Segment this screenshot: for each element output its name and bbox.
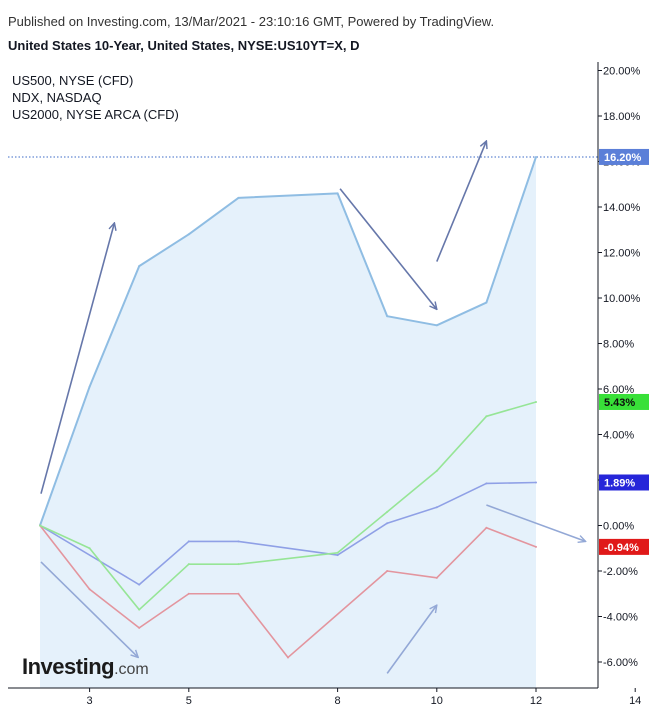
x-tick-label: 5: [186, 695, 192, 707]
last-value-badge-us10y: [599, 148, 649, 165]
data-point-us10y-5: [336, 192, 339, 195]
data-point-ndx-5: [287, 656, 289, 659]
data-point-us2000-1: [88, 547, 91, 550]
y-tick-label: 10.00%: [603, 293, 641, 305]
data-point-us500-5: [386, 522, 389, 525]
data-point-us2000-7: [435, 469, 438, 472]
y-tick-label: -2.00%: [603, 566, 638, 578]
annotation-arrow-0: [40, 223, 114, 494]
investing-logo: Investing.com: [22, 654, 149, 680]
last-value-badge-ndx: [599, 538, 649, 555]
data-point-us10y-6: [386, 315, 389, 318]
data-point-us500-8: [535, 481, 537, 484]
logo-suffix: .com: [114, 661, 149, 678]
last-value-label-us10y: 16.20%: [604, 152, 642, 164]
data-point-us500-3: [237, 540, 240, 543]
series-line-us10y: [39, 156, 537, 526]
last-value-label-ndx: -0.94%: [604, 542, 639, 554]
data-point-us10y-4: [237, 196, 240, 199]
data-point-us2000-9: [535, 400, 537, 403]
data-point-ndx-7: [435, 576, 438, 579]
data-point-us2000-0: [39, 524, 41, 527]
data-point-us2000-5: [336, 551, 339, 554]
data-point-ndx-9: [535, 545, 537, 548]
data-point-us10y-1: [88, 385, 91, 388]
y-tick-label: 6.00%: [603, 384, 634, 396]
y-tick-label: 0.00%: [603, 521, 634, 533]
x-tick-label: 8: [335, 695, 341, 707]
y-tick-label: -4.00%: [603, 612, 638, 624]
annotation-arrows-layer: [40, 141, 586, 674]
legend-item-us2000: US2000, NYSE ARCA (CFD): [12, 107, 179, 122]
data-point-us500-2: [187, 540, 190, 543]
y-tick-label: 18.00%: [603, 111, 641, 123]
annotation-arrow-5: [486, 504, 585, 541]
annotation-arrow-3: [40, 561, 138, 658]
series-line-us2000: [39, 401, 537, 611]
x-tick-label: 3: [87, 695, 93, 707]
data-point-us500-4: [336, 554, 339, 557]
series-lines-layer: [8, 155, 598, 659]
last-value-label-us2000: 5.43%: [604, 397, 635, 409]
data-point-us10y-8: [485, 301, 488, 304]
data-point-ndx-6: [386, 570, 389, 572]
y-tick-label: 12.00%: [603, 248, 641, 260]
y-tick-label: -6.00%: [603, 657, 638, 669]
data-point-us2000-8: [485, 415, 488, 418]
data-point-us10y-9: [535, 155, 537, 158]
legend-item-ndx: NDX, NASDAQ: [12, 90, 102, 105]
data-point-us500-7: [485, 482, 488, 485]
y-tick-label: 14.00%: [603, 202, 641, 214]
chart-title: United States 10-Year, United States, NY…: [8, 38, 360, 53]
data-point-ndx-3: [187, 592, 190, 595]
y-tick-label: 8.00%: [603, 339, 634, 351]
logo-main: Investing: [22, 654, 115, 679]
y-tick-label: 4.00%: [603, 430, 634, 442]
data-point-us10y-2: [138, 265, 141, 268]
x-tick-label: 10: [431, 695, 443, 707]
last-value-badge-us500: [599, 474, 649, 491]
data-point-us500-6: [435, 506, 438, 509]
data-point-us10y-7: [435, 324, 438, 327]
data-point-us2000-3: [187, 563, 190, 566]
data-point-us2000-2: [138, 608, 141, 611]
annotation-arrow-4: [386, 605, 437, 674]
axes-layer: 20.00%18.00%16.00%14.00%12.00%10.00%8.00…: [8, 62, 641, 707]
annotation-arrow-2: [436, 141, 487, 262]
data-point-us2000-6: [386, 510, 389, 513]
data-point-ndx-4: [237, 592, 240, 595]
annotation-arrow-1: [339, 188, 437, 310]
last-value-badge-us2000: [599, 393, 649, 410]
legend: US500, NYSE (CFD) NDX, NASDAQ US2000, NY…: [12, 72, 179, 123]
area-fill-layer: [40, 156, 536, 688]
data-point-us10y-3: [187, 233, 190, 236]
y-tick-label: 20.00%: [603, 66, 641, 78]
last-value-label-us500: 1.89%: [604, 478, 635, 490]
data-point-ndx-2: [138, 626, 141, 629]
legend-item-us500: US500, NYSE (CFD): [12, 73, 134, 88]
last-value-badges-layer: 16.20% 1.89% -0.94% 5.43%: [599, 148, 649, 555]
data-point-us500-1: [138, 583, 141, 586]
published-line: Published on Investing.com, 13/Mar/2021 …: [8, 14, 495, 29]
x-tick-label: 12: [530, 695, 542, 707]
series-line-ndx: [39, 525, 537, 659]
data-point-us2000-4: [237, 563, 240, 566]
area-fill-us10y: [40, 156, 536, 688]
data-point-ndx-8: [485, 526, 488, 529]
x-tick-label: 14: [629, 695, 641, 707]
data-point-ndx-1: [88, 588, 91, 591]
